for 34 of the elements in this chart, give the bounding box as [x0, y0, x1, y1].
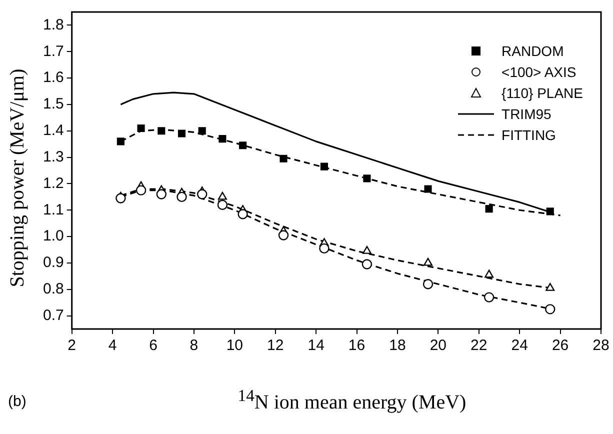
y-tick-label: 0.9	[42, 254, 64, 272]
x-axis-title: $^{14}$N ion mean energy (MeV)	[238, 386, 466, 415]
y-tick-label: 1.3	[42, 148, 64, 166]
legend-label: FITTING	[502, 126, 556, 142]
x-tick-label: 10	[226, 337, 244, 354]
x-tick-label: 12	[267, 337, 284, 354]
legend-label: <100> AXIS	[502, 64, 576, 80]
x-tick-label: 8	[190, 337, 198, 354]
y-tick-label: 1.6	[42, 69, 64, 86]
legend-label: RANDOM	[502, 42, 564, 58]
text: (b)	[8, 393, 26, 410]
y-axis-title: Stopping power (MeV/μm)	[6, 68, 30, 288]
y-tick-label: 1.0	[42, 228, 64, 245]
y-tick-label: 0.8	[42, 280, 64, 298]
y-tick-label: 1.5	[42, 96, 64, 113]
y-tick-label: 1.1	[42, 201, 64, 218]
x-tick-label: 22	[470, 337, 488, 354]
y-tick-label: 0.7	[42, 306, 64, 324]
x-tick-label: 18	[389, 337, 406, 354]
y-tick-label: 1.8	[42, 16, 64, 34]
y-tick-label: 1.7	[42, 42, 64, 60]
legend-label: {110} PLANE	[502, 84, 583, 100]
x-tick-label: 2	[68, 337, 76, 354]
x-tick-label: 16	[348, 337, 366, 354]
x-tick-label: 20	[430, 337, 447, 354]
x-tick-label: 26	[552, 337, 569, 354]
legend-label: TRIM95	[502, 106, 552, 122]
x-tick-label: 6	[149, 337, 158, 354]
y-tick-label: 1.2	[42, 174, 64, 192]
x-tick-label: 4	[108, 337, 117, 354]
x-tick-label: 24	[511, 337, 528, 354]
x-tick-label: 28	[592, 337, 610, 354]
y-tick-label: 1.4	[42, 122, 64, 140]
x-tick-label: 14	[308, 337, 324, 354]
